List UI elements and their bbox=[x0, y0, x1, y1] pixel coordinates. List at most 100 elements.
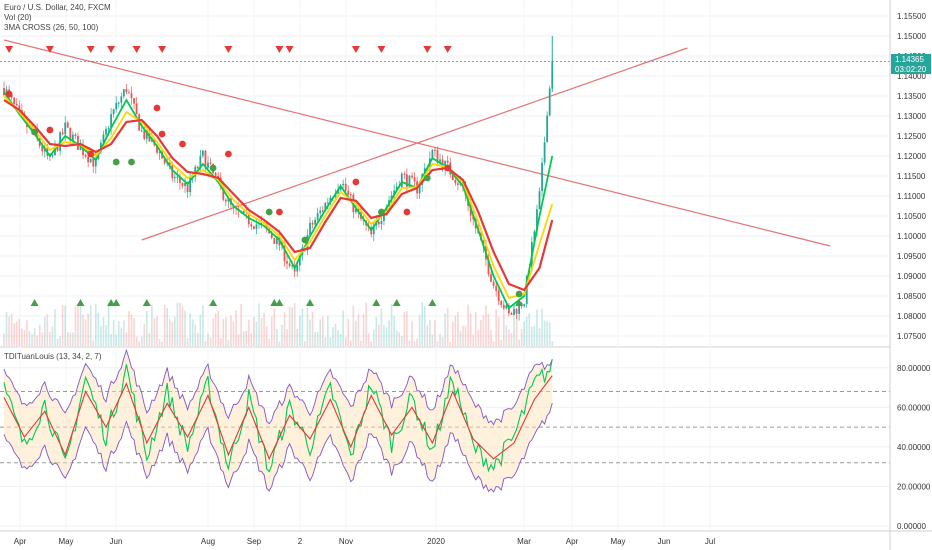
price-tick-label: 1.08500 bbox=[897, 292, 926, 301]
volume-bar bbox=[28, 331, 31, 346]
volume-bar bbox=[439, 333, 441, 346]
volume-bar bbox=[18, 318, 21, 346]
volume-bar bbox=[227, 339, 230, 346]
price-tick-label: 1.09000 bbox=[897, 272, 926, 281]
candle bbox=[329, 197, 332, 203]
time-tick-label: Nov bbox=[339, 537, 353, 546]
volume-bar bbox=[217, 310, 219, 346]
candle bbox=[133, 98, 135, 104]
tdi-label[interactable]: TDITuanLouis (13, 34, 2, 7) bbox=[4, 352, 102, 361]
volume-bar bbox=[485, 305, 487, 346]
candle bbox=[128, 92, 130, 94]
volume-bar bbox=[508, 329, 510, 346]
volume-bar bbox=[388, 320, 390, 346]
volume-bar bbox=[79, 305, 82, 346]
volume-bar bbox=[525, 316, 528, 346]
volume-bar bbox=[411, 321, 413, 346]
volume-bar bbox=[474, 312, 477, 346]
volume-bar bbox=[360, 340, 362, 346]
volume-bar bbox=[115, 334, 117, 346]
volume-bar bbox=[128, 311, 130, 346]
signals bbox=[5, 46, 524, 306]
candle bbox=[112, 109, 115, 115]
price-tick-label: 1.13500 bbox=[897, 92, 926, 101]
candle bbox=[311, 222, 314, 225]
volume-bar bbox=[133, 317, 135, 346]
volume-bar bbox=[69, 332, 72, 346]
indicator-axis[interactable]: 80.00000 60.00000 40.00000 20.00000 0.00000 bbox=[897, 364, 931, 531]
volume-bar bbox=[36, 335, 38, 346]
volume-bar bbox=[204, 341, 207, 346]
cross-marker bbox=[31, 128, 38, 136]
candle bbox=[199, 155, 202, 169]
volume-legend[interactable]: Vol (20) bbox=[4, 13, 32, 22]
price-axis[interactable]: 1.155001.150001.145001.140001.135001.130… bbox=[889, 0, 926, 550]
sell-signal-triangle bbox=[351, 46, 360, 53]
rsi-line bbox=[3, 358, 553, 473]
volume-bar bbox=[161, 341, 163, 346]
time-tick-label: Mar bbox=[517, 537, 531, 546]
volume-bar bbox=[38, 325, 41, 346]
price-tick-label: 1.15500 bbox=[897, 12, 926, 21]
volume-bar bbox=[174, 316, 176, 346]
volume-bar bbox=[500, 340, 503, 346]
volume-bar bbox=[490, 329, 492, 346]
candle bbox=[250, 224, 253, 227]
candle bbox=[179, 176, 181, 183]
candle bbox=[107, 128, 110, 130]
volume-bar bbox=[153, 317, 156, 346]
band-fill bbox=[4, 350, 553, 492]
time-tick-label: 2 bbox=[298, 537, 303, 546]
volume-bar bbox=[309, 319, 311, 346]
volume-bar bbox=[541, 308, 543, 346]
time-axis[interactable]: Apr May Jun Aug Sep 2 Nov 2020 Mar Apr May Jun Jul bbox=[14, 537, 716, 546]
candle bbox=[451, 174, 454, 180]
candle bbox=[224, 199, 227, 202]
candle bbox=[298, 254, 301, 266]
candle bbox=[64, 122, 67, 135]
volume-bar bbox=[49, 331, 51, 346]
volume-bar bbox=[276, 329, 278, 346]
volume-bar bbox=[548, 322, 551, 346]
volume-bar bbox=[408, 340, 411, 346]
price-tick-label: 1.12500 bbox=[897, 132, 926, 141]
price-tick-label: 1.08000 bbox=[897, 312, 926, 321]
volume-bar bbox=[263, 312, 265, 346]
price-tick-label: 1.12000 bbox=[897, 152, 926, 161]
sell-signal-triangle bbox=[377, 46, 386, 53]
volume-bar bbox=[441, 336, 444, 346]
buy-signal-triangle bbox=[142, 299, 151, 306]
volume-bar bbox=[329, 336, 332, 346]
volume-bar bbox=[209, 337, 212, 346]
ma-cross-legend[interactable]: 3MA CROSS (26, 50, 100) bbox=[4, 23, 99, 32]
candle bbox=[296, 265, 299, 272]
sell-signal-triangle bbox=[45, 46, 54, 53]
volume-bar bbox=[151, 304, 153, 346]
volume-bar bbox=[97, 312, 100, 346]
candle bbox=[548, 88, 551, 116]
price-tick-label: 1.14000 bbox=[897, 72, 926, 81]
price-tags: 1.14365 03:02:20 bbox=[891, 54, 931, 74]
candle bbox=[533, 231, 536, 242]
sell-signal-triangle bbox=[5, 46, 14, 53]
volume-bar bbox=[306, 307, 309, 346]
candle bbox=[270, 233, 273, 239]
volume-bar bbox=[230, 315, 232, 346]
volume-bar bbox=[232, 321, 235, 346]
volume-bar bbox=[10, 313, 13, 346]
volume-bar bbox=[401, 336, 403, 346]
symbol-title[interactable]: Euro / U.S. Dollar, 240, FXCM bbox=[4, 3, 111, 12]
price-tick-label: 1.15000 bbox=[897, 32, 926, 41]
candle bbox=[140, 130, 143, 132]
volume-bar bbox=[54, 309, 56, 346]
candle bbox=[181, 182, 184, 186]
candle bbox=[314, 219, 316, 225]
volume-bar bbox=[538, 328, 541, 346]
price-tick-label: 1.07500 bbox=[897, 332, 926, 341]
candle bbox=[51, 155, 54, 157]
time-tick-label: 2020 bbox=[427, 537, 445, 546]
volume-bar bbox=[350, 340, 352, 346]
candle bbox=[439, 159, 441, 163]
